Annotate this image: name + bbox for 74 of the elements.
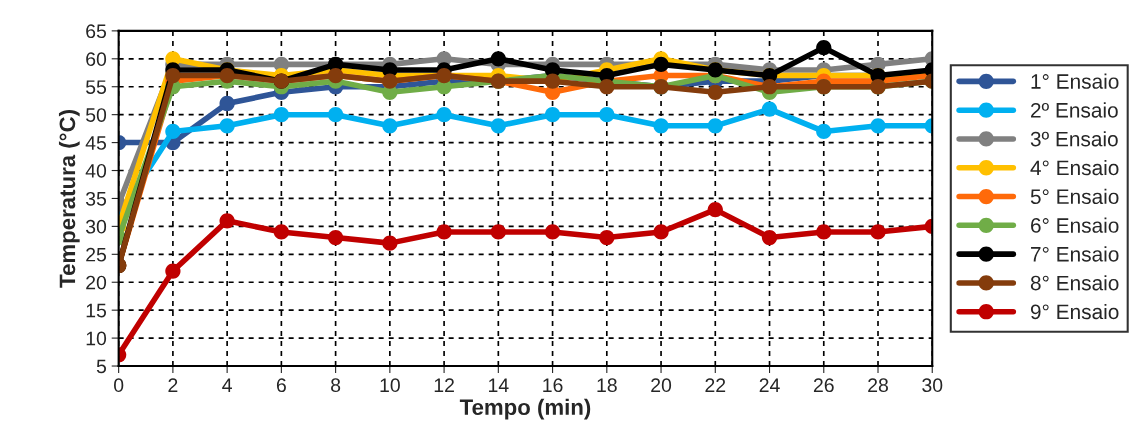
- y-tick-label: 25: [86, 247, 107, 262]
- y-tick-label: 65: [86, 24, 107, 39]
- legend-label: 3º Ensaio: [1030, 131, 1118, 147]
- x-tick-label: 0: [114, 378, 124, 393]
- point: [707, 84, 723, 100]
- point: [382, 118, 398, 134]
- point: [544, 107, 561, 123]
- point: [599, 79, 615, 95]
- x-tick-label: 2: [168, 378, 178, 392]
- point: [165, 123, 181, 140]
- x-tick-label: 26: [813, 378, 834, 393]
- legend-label: 5° Ensaio: [1030, 188, 1119, 205]
- point: [327, 107, 344, 123]
- point: [599, 107, 615, 123]
- point: [490, 224, 506, 240]
- y-tick-label: 20: [86, 275, 107, 290]
- point: [273, 224, 290, 240]
- point: [327, 229, 344, 246]
- x-tick-label: 6: [276, 378, 286, 393]
- point: [761, 101, 778, 117]
- point: [165, 263, 181, 279]
- point: [219, 118, 235, 134]
- y-tick-label: 30: [85, 219, 107, 234]
- point: [707, 118, 723, 134]
- x-tick-label: 14: [489, 378, 509, 392]
- point: [816, 224, 832, 240]
- point: [707, 201, 723, 218]
- x-tick-label: 18: [597, 378, 617, 393]
- y-axis-title: Temperatura (°C): [58, 110, 80, 288]
- y-tick-label: 35: [85, 191, 107, 206]
- point: [165, 67, 181, 84]
- y-tick-label: 50: [86, 108, 107, 122]
- x-tick-label: 28: [868, 378, 888, 393]
- x-tick-label: 20: [651, 378, 672, 393]
- point: [816, 39, 832, 56]
- point: [599, 229, 615, 246]
- y-tick-label: 60: [86, 52, 107, 67]
- point: [490, 51, 506, 67]
- legend-label: 1° Ensaio: [1031, 73, 1119, 89]
- legend-label: 2º Ensaio: [1031, 102, 1118, 118]
- y-tick-label: 15: [86, 303, 107, 318]
- y-tick-label: 40: [85, 163, 107, 178]
- point: [219, 213, 235, 229]
- legend-label: 8° Ensaio: [1030, 275, 1119, 291]
- legend-label: 4° Ensaio: [1030, 159, 1119, 176]
- x-tick-label: 10: [380, 378, 400, 393]
- y-tick-label: 55: [86, 80, 107, 94]
- legend-label: 7° Ensaio: [1031, 246, 1119, 262]
- point: [273, 107, 290, 123]
- x-axis-title: Tempo (min): [459, 398, 591, 420]
- x-tick-label: 24: [759, 378, 780, 392]
- x-tick-label: 16: [543, 378, 563, 393]
- point: [653, 224, 669, 240]
- point: [382, 235, 398, 251]
- x-tick-label: 30: [922, 378, 943, 393]
- point: [761, 229, 778, 246]
- x-tick-label: 22: [705, 378, 726, 392]
- point: [544, 224, 561, 240]
- legend-label: 6° Ensaio: [1031, 217, 1119, 233]
- point: [219, 95, 235, 112]
- point: [653, 118, 669, 134]
- x-tick-label: 12: [434, 378, 454, 392]
- x-tick-label: 4: [222, 378, 232, 392]
- y-tick-label: 10: [86, 331, 107, 346]
- legend-label: 9° Ensaio: [1030, 303, 1119, 320]
- y-tick-label: 45: [85, 136, 107, 150]
- point: [870, 224, 886, 240]
- y-tick-label: 5: [96, 359, 107, 374]
- point: [816, 123, 832, 140]
- point: [436, 107, 452, 123]
- point: [490, 118, 506, 134]
- point: [436, 224, 452, 240]
- x-tick-label: 8: [331, 378, 341, 393]
- point: [870, 118, 886, 134]
